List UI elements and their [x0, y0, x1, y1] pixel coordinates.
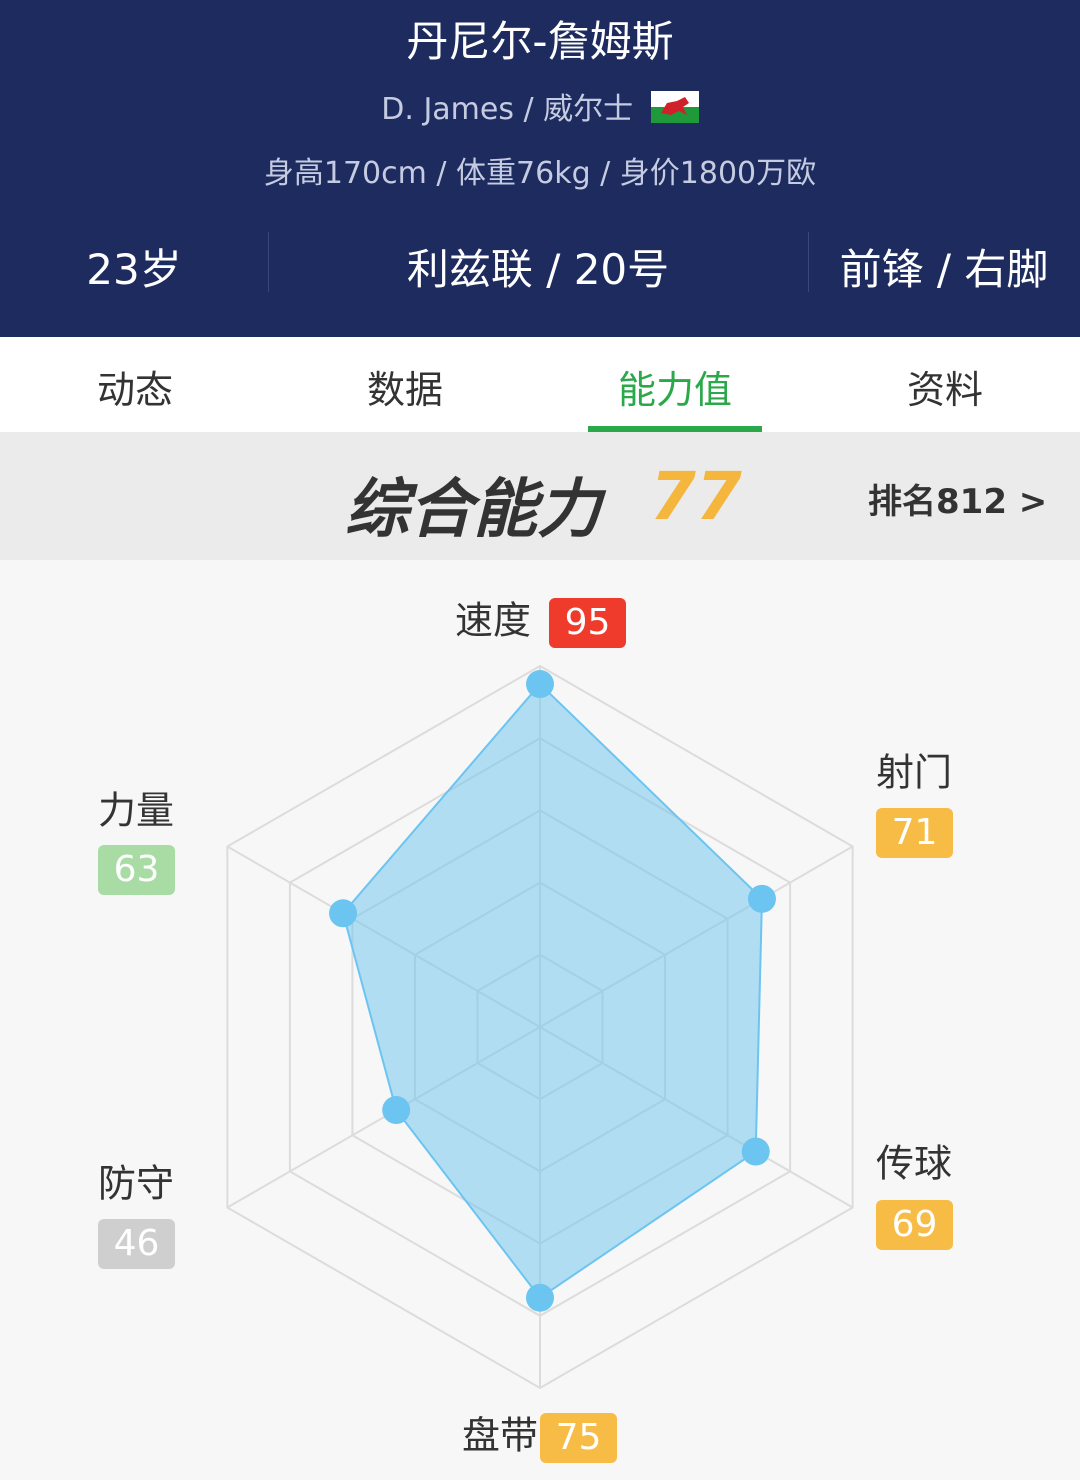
radar-point [741, 1137, 770, 1166]
tab[interactable]: 数据 [366, 368, 443, 412]
player-info: 身高170cm / 体重76kg / 身价1800万欧 [263, 156, 817, 191]
flag [650, 91, 699, 123]
player-header: 丹尼尔-詹姆斯 D. James / 威尔士 身高170cm / 体重76kg … [0, 0, 1080, 337]
radar-point [526, 670, 554, 699]
axis-label: 盘带 [462, 1414, 538, 1458]
club: 利兹联 / 20号 [406, 245, 670, 294]
radar-chart: 速度 95 射门 71 传球 69 盘带 75 防守 46 力量 63 [98, 598, 953, 1463]
age: 23岁 [86, 245, 182, 294]
value-badge [98, 1219, 175, 1269]
rank-link[interactable]: 排名812 > [868, 482, 1048, 522]
divider [808, 232, 809, 292]
tab-underline [588, 426, 762, 432]
position: 前锋 / 右脚 [839, 245, 1049, 294]
tab-bar: 动态 数据 能力值 资料 [0, 337, 1080, 432]
divider [268, 232, 269, 292]
subtitle-text: D. James / 威尔士 [381, 92, 634, 127]
overall-band: 综合能力 77 排名812 > [0, 432, 1080, 560]
radar-point [382, 1096, 411, 1125]
value-badge [98, 845, 175, 895]
overall-label: 综合能力 [345, 473, 601, 547]
value-label: 95 [565, 602, 611, 643]
value-label: 75 [556, 1417, 602, 1458]
value-badge [876, 808, 953, 858]
player-name: 丹尼尔-詹姆斯 [406, 17, 674, 66]
value-label: 46 [114, 1223, 160, 1264]
axis-label: 传球 [876, 1142, 952, 1186]
value-badge [549, 598, 626, 648]
radar-area [341, 682, 763, 1300]
value-badge [876, 1200, 953, 1250]
tab[interactable]: 资料 [906, 368, 983, 412]
radar-point [329, 899, 358, 928]
axis-label: 射门 [876, 751, 952, 795]
value-label: 69 [892, 1204, 938, 1245]
player-subtitle: D. James / 威尔士 [0, 84, 1080, 128]
radar-point [526, 1283, 554, 1312]
value-label: 71 [892, 812, 938, 853]
axis-label: 速度 [455, 599, 531, 643]
overall-value: 77 [650, 458, 742, 535]
tab[interactable]: 动态 [96, 368, 173, 412]
value-badge [540, 1413, 617, 1463]
tab[interactable]: 能力值 [617, 368, 732, 412]
axis-label: 力量 [98, 789, 174, 833]
radar-point [747, 884, 776, 913]
axis-label: 防守 [98, 1162, 174, 1206]
value-label: 63 [114, 849, 160, 890]
